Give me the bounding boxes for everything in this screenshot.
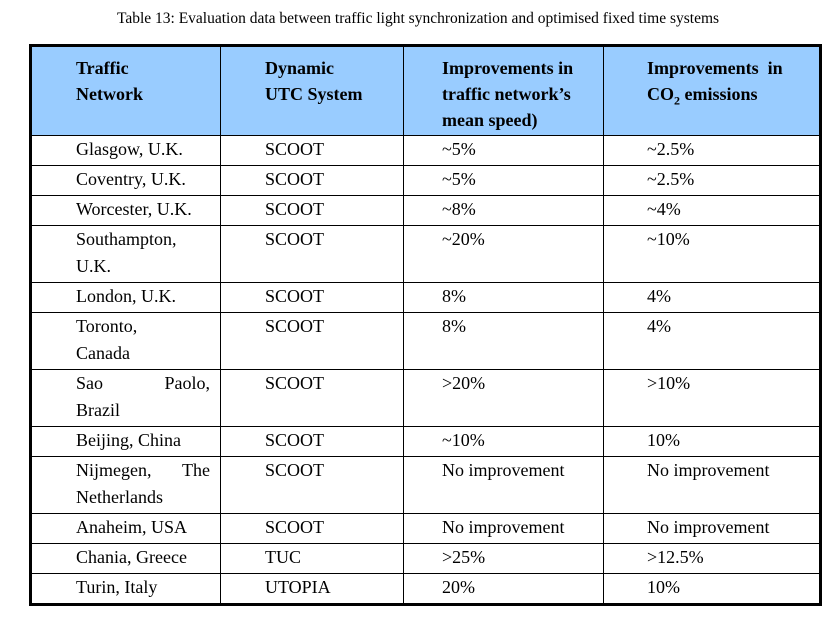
header-mean-speed-improvement: Improvements in traffic network’s mean s…	[403, 45, 604, 136]
cell-co2: ~10%	[603, 225, 821, 283]
header-co2-subscript: 2	[674, 93, 680, 108]
cell-traffic-network: Anaheim, USA	[30, 513, 221, 544]
header-line: traffic network’s	[442, 84, 571, 104]
cell-line: Glasgow, U.K.	[76, 139, 183, 159]
header-line: UTC System	[265, 84, 363, 104]
table-row: London, U.K. SCOOT 8% 4%	[30, 282, 821, 313]
header-line: Dynamic	[265, 58, 334, 78]
cell-utc-system: SCOOT	[220, 456, 404, 514]
header-co2-improvement: Improvements in CO2 emissions	[603, 45, 821, 136]
cell-utc-system: SCOOT	[220, 426, 404, 457]
table-row: Glasgow, U.K. SCOOT ~5% ~2.5%	[30, 135, 821, 166]
cell-traffic-network: Coventry, U.K.	[30, 165, 221, 196]
cell-traffic-network: Sao Paolo, Brazil	[30, 369, 221, 427]
cell-mean-speed: 20%	[403, 573, 604, 605]
cell-utc-system: TUC	[220, 543, 404, 574]
cell-line: Coventry, U.K.	[76, 169, 186, 189]
table-caption: Table 13: Evaluation data between traffi…	[116, 10, 720, 27]
table-row: Nijmegen, The Netherlands SCOOT No improvem…	[30, 456, 821, 514]
cell-co2: 10%	[603, 573, 821, 605]
cell-utc-system: SCOOT	[220, 165, 404, 196]
cell-utc-system: SCOOT	[220, 312, 404, 370]
cell-co2: No improvement	[603, 456, 821, 514]
header-emissions-text: emissions	[680, 84, 758, 104]
cell-utc-system: SCOOT	[220, 513, 404, 544]
cell-line: Southampton,	[76, 229, 177, 249]
cell-mean-speed: ~5%	[403, 165, 604, 196]
cell-line: U.K.	[76, 256, 111, 276]
cell-traffic-network: Glasgow, U.K.	[30, 135, 221, 166]
cell-traffic-network: Nijmegen, The Netherlands	[30, 456, 221, 514]
cell-co2: >10%	[603, 369, 821, 427]
cell-line: Canada	[76, 343, 130, 363]
header-line: mean speed)	[442, 110, 538, 130]
header-line: CO2 emissions	[647, 81, 809, 114]
table-row: Southampton, U.K. SCOOT ~20% ~10%	[30, 225, 821, 283]
header-traffic-network: Traffic Network	[30, 45, 221, 136]
header-line: Traffic	[76, 58, 129, 78]
table-row: Sao Paolo, Brazil SCOOT >20% >10%	[30, 369, 821, 427]
cell-mean-speed: No improvement	[403, 513, 604, 544]
cell-mean-speed: 8%	[403, 312, 604, 370]
header-line: Improvements in	[442, 58, 574, 78]
cell-co2: >12.5%	[603, 543, 821, 574]
cell-line: London, U.K.	[76, 286, 176, 306]
cell-traffic-network: Southampton, U.K.	[30, 225, 221, 283]
cell-traffic-network: Toronto, Canada	[30, 312, 221, 370]
table-row: Coventry, U.K. SCOOT ~5% ~2.5%	[30, 165, 821, 196]
cell-mean-speed: ~10%	[403, 426, 604, 457]
table-row: Toronto, Canada SCOOT 8% 4%	[30, 312, 821, 370]
cell-mean-speed: ~20%	[403, 225, 604, 283]
cell-co2: 4%	[603, 312, 821, 370]
header-co2-text: CO	[647, 84, 674, 104]
cell-line: Beijing, China	[76, 430, 181, 450]
cell-co2: ~2.5%	[603, 135, 821, 166]
cell-line: Chania, Greece	[76, 547, 187, 567]
table-row: Worcester, U.K. SCOOT ~8% ~4%	[30, 195, 821, 226]
cell-co2: ~4%	[603, 195, 821, 226]
cell-traffic-network: Chania, Greece	[30, 543, 221, 574]
table-row: Beijing, China SCOOT ~10% 10%	[30, 426, 821, 457]
cell-line: Netherlands	[76, 487, 163, 507]
cell-utc-system: SCOOT	[220, 282, 404, 313]
cell-line: Anaheim, USA	[76, 517, 187, 537]
cell-line: Toronto,	[76, 316, 138, 336]
cell-utc-system: SCOOT	[220, 135, 404, 166]
cell-mean-speed: >20%	[403, 369, 604, 427]
cell-traffic-network: Turin, Italy	[30, 573, 221, 605]
cell-mean-speed: ~5%	[403, 135, 604, 166]
table-header-row: Traffic Network Dynamic UTC System Impro…	[30, 45, 821, 136]
cell-utc-system: SCOOT	[220, 195, 404, 226]
table-row: Turin, Italy UTOPIA 20% 10%	[30, 573, 821, 605]
cell-co2: 10%	[603, 426, 821, 457]
cell-traffic-network: London, U.K.	[30, 282, 221, 313]
cell-traffic-network: Beijing, China	[30, 426, 221, 457]
evaluation-table: Traffic Network Dynamic UTC System Impro…	[29, 44, 822, 606]
cell-traffic-network: Worcester, U.K.	[30, 195, 221, 226]
table-row: Anaheim, USA SCOOT No improvement No improv…	[30, 513, 821, 544]
cell-utc-system: SCOOT	[220, 369, 404, 427]
cell-line: Nijmegen, The	[76, 460, 210, 480]
table-body: Glasgow, U.K. SCOOT ~5% ~2.5% Coventry, U.K.…	[30, 135, 821, 605]
cell-co2: 4%	[603, 282, 821, 313]
cell-line: Brazil	[76, 400, 120, 420]
cell-mean-speed: No improvement	[403, 456, 604, 514]
table-row: Chania, Greece TUC >25% >12.5%	[30, 543, 821, 574]
cell-mean-speed: >25%	[403, 543, 604, 574]
header-line: Network	[76, 84, 143, 104]
cell-line: Sao Paolo,	[76, 373, 210, 393]
cell-mean-speed: 8%	[403, 282, 604, 313]
header-dynamic-utc-system: Dynamic UTC System	[220, 45, 404, 136]
cell-utc-system: SCOOT	[220, 225, 404, 283]
header-line: Improvements in	[647, 58, 783, 78]
cell-mean-speed: ~8%	[403, 195, 604, 226]
cell-co2: ~2.5%	[603, 165, 821, 196]
cell-co2: No improvement	[603, 513, 821, 544]
cell-line: Turin, Italy	[76, 577, 158, 597]
cell-utc-system: UTOPIA	[220, 573, 404, 605]
cell-line: Worcester, U.K.	[76, 199, 192, 219]
